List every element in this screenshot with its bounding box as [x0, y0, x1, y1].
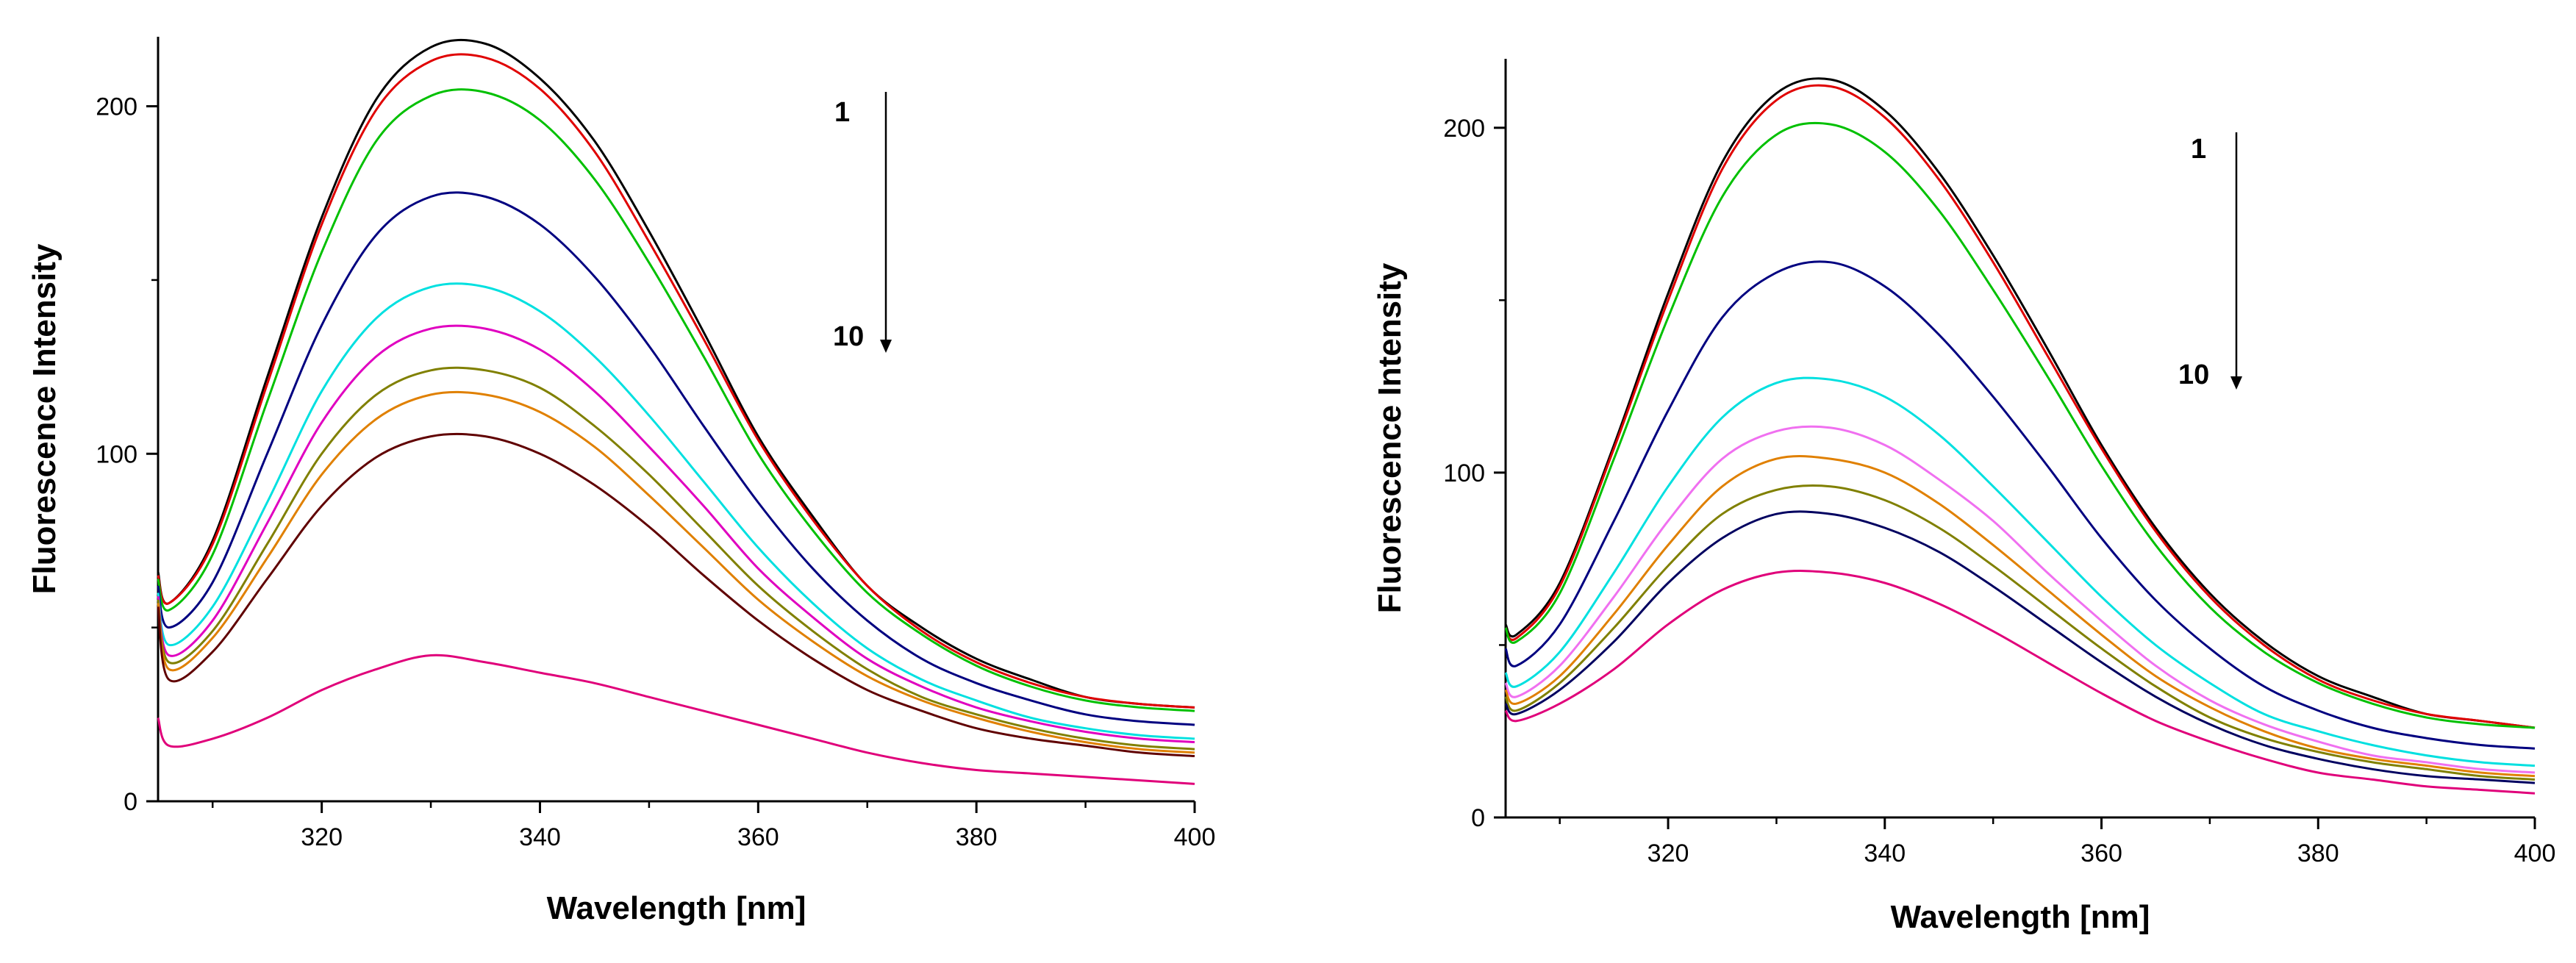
x-tick-label: 400	[2514, 840, 2556, 867]
series-line-1	[1504, 77, 2536, 729]
series-line-10	[157, 654, 1195, 785]
series-line-7	[1504, 455, 2536, 778]
series-line-3	[157, 88, 1195, 712]
series-line-3	[1504, 121, 2536, 729]
x-tick-label: 360	[737, 823, 779, 851]
series-line-1	[157, 38, 1195, 709]
series-line-5	[157, 282, 1195, 740]
y-tick-label: 0	[124, 788, 137, 816]
series-line-9	[1504, 510, 2536, 784]
annotation-arrow-head	[2230, 376, 2242, 390]
y-tick-label: 100	[96, 440, 137, 468]
annotation-arrow-head	[880, 340, 892, 353]
x-tick-label: 340	[1864, 840, 1906, 867]
x-tick-label: 320	[1647, 840, 1689, 867]
series-line-2	[1504, 84, 2536, 729]
y-tick-label: 0	[1471, 804, 1485, 832]
y-axis-title: Fluorescence Intensity	[26, 243, 62, 594]
y-tick-label: 200	[96, 93, 137, 121]
series-line-4	[157, 191, 1195, 726]
series-line-9	[157, 432, 1195, 757]
y-tick-label: 100	[1443, 459, 1485, 487]
series-line-8	[157, 390, 1195, 754]
x-tick-label: 380	[2297, 840, 2339, 867]
series-line-10	[1504, 570, 2536, 795]
x-axis-title: Wavelength [nm]	[547, 890, 806, 926]
series-line-6	[157, 324, 1195, 744]
x-tick-label: 320	[301, 823, 343, 851]
series-line-2	[157, 53, 1195, 709]
annotation-start-label: 1	[834, 97, 850, 128]
y-axis-title: Fluorescence Intensity	[1372, 262, 1408, 613]
series-line-5	[1504, 376, 2536, 767]
right-chart: 320 340 360 380 400 0 100 200 Wavelength [nm] Flu…	[1372, 59, 2555, 935]
x-tick-label: 380	[956, 823, 998, 851]
series-line-7	[157, 366, 1195, 751]
x-tick-label: 360	[2081, 840, 2122, 867]
x-tick-label: 400	[1174, 823, 1216, 851]
series-line-4	[1504, 260, 2536, 750]
series-line-6	[1504, 425, 2536, 774]
annotation-end-label: 10	[2178, 359, 2209, 390]
annotation-start-label: 1	[2191, 134, 2206, 165]
annotation-end-label: 10	[833, 321, 864, 352]
x-axis-title: Wavelength [nm]	[1891, 899, 2150, 935]
x-tick-label: 340	[519, 823, 561, 851]
left-chart: 320 340 360 380 400 0 100 200 Wavelength [nm] Flu…	[26, 37, 1215, 926]
y-tick-label: 200	[1443, 115, 1485, 143]
series-line-8	[1504, 484, 2536, 781]
